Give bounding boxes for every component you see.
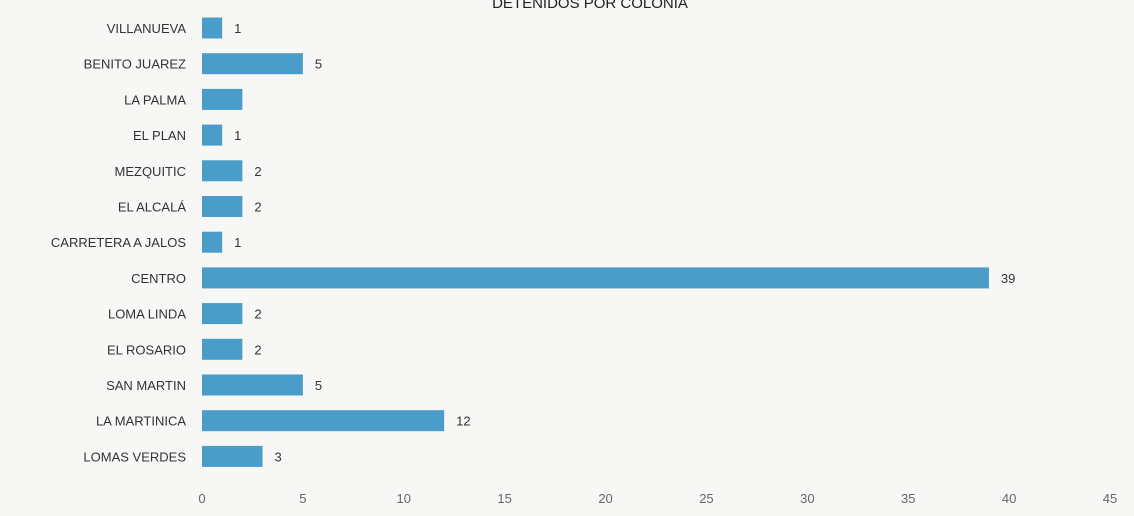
bar xyxy=(202,303,243,325)
x-tick-label: 20 xyxy=(598,491,612,506)
x-tick-label: 10 xyxy=(397,491,411,506)
data-label: 2 xyxy=(254,200,261,215)
category-label: EL ALCALÁ xyxy=(118,200,187,215)
category-label: MEZQUITIC xyxy=(115,164,187,179)
data-label: 5 xyxy=(315,378,322,393)
data-label: 2 xyxy=(254,164,261,179)
x-tick-label: 35 xyxy=(901,491,915,506)
bar xyxy=(202,196,243,217)
bar xyxy=(202,160,243,182)
bar xyxy=(202,267,989,289)
x-tick-label: 5 xyxy=(299,491,306,506)
x-tick-label: 30 xyxy=(800,491,814,506)
bar xyxy=(202,17,223,39)
bar xyxy=(202,88,243,110)
category-labels: VILLANUEVA BENITO JUAREZ LA PALMA EL PLAN ME… xyxy=(51,21,186,464)
data-label: 1 xyxy=(234,235,241,250)
category-label: LA MARTINICA xyxy=(96,414,186,429)
category-label: VILLANUEVA xyxy=(107,21,187,36)
category-label: LA PALMA xyxy=(124,92,186,107)
x-tick-label: 0 xyxy=(198,491,205,506)
bar xyxy=(202,231,223,253)
x-tick-label: 25 xyxy=(699,491,713,506)
bar xyxy=(202,374,303,396)
category-label: BENITO JUAREZ xyxy=(84,57,186,72)
category-label: SAN MARTIN xyxy=(106,378,186,393)
data-label: 2 xyxy=(254,342,261,357)
bar xyxy=(202,124,223,146)
data-label: 39 xyxy=(1001,271,1015,286)
category-label: CARRETERA A JALOS xyxy=(51,235,186,250)
bar xyxy=(202,445,263,467)
category-label: CENTRO xyxy=(131,271,186,286)
bar xyxy=(202,410,445,432)
data-label: 3 xyxy=(275,449,282,464)
category-label: LOMA LINDA xyxy=(108,307,186,322)
x-tick-label: 40 xyxy=(1002,491,1016,506)
data-label: 5 xyxy=(315,57,322,72)
bar xyxy=(202,53,303,75)
x-axis-tick-labels: 0 5 10 15 20 25 30 35 40 45 xyxy=(198,491,1117,506)
category-label: LOMAS VERDES xyxy=(83,449,186,464)
bars xyxy=(202,17,989,467)
data-label: 12 xyxy=(456,414,470,429)
category-label: EL ROSARIO xyxy=(107,342,186,357)
data-label: 1 xyxy=(234,21,241,36)
data-label: 2 xyxy=(254,307,261,322)
bar xyxy=(202,338,243,360)
data-label: 1 xyxy=(234,128,241,143)
x-tick-label: 45 xyxy=(1103,491,1117,506)
chart-title: DETENIDOS POR COLONIA xyxy=(492,0,688,12)
category-label: EL PLAN xyxy=(133,128,186,143)
x-tick-label: 15 xyxy=(497,491,511,506)
